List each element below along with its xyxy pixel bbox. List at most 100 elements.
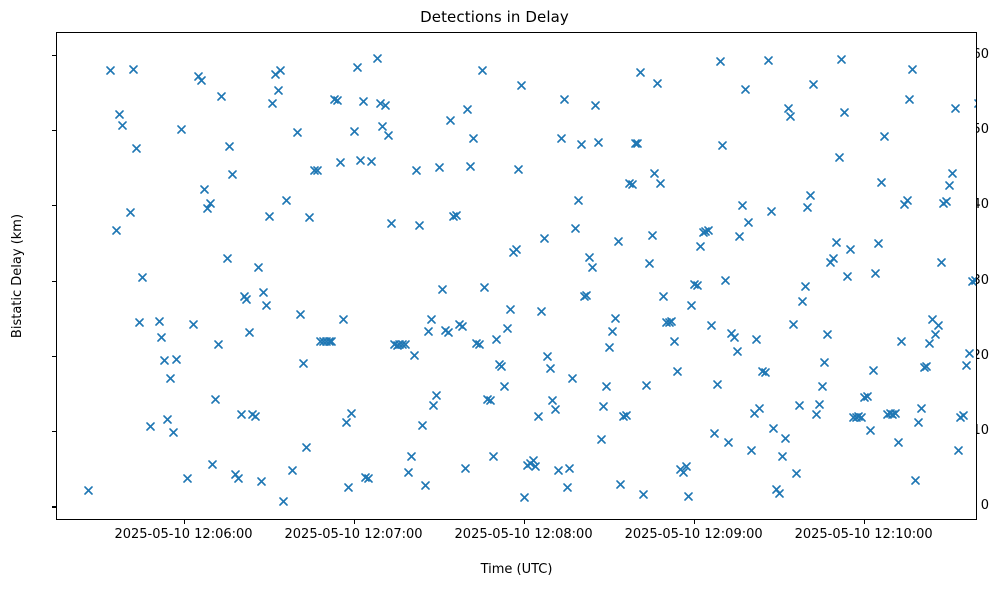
scatter-point <box>435 163 444 173</box>
scatter-point <box>653 79 663 88</box>
scatter-point <box>106 66 116 75</box>
scatter-point <box>440 326 450 335</box>
scatter-point <box>514 164 524 174</box>
scatter-point <box>789 320 799 329</box>
scatter-point <box>381 100 391 110</box>
scatter-point <box>157 332 167 342</box>
scatter-point <box>353 63 362 72</box>
scatter-point <box>262 301 272 310</box>
scatter-point <box>800 282 810 292</box>
scatter-point <box>472 338 481 348</box>
scatter-point <box>749 408 759 418</box>
scatter-point <box>715 57 725 66</box>
scatter-point <box>942 197 952 206</box>
scatter-point <box>741 85 750 94</box>
scatter-point <box>928 315 937 325</box>
scatter-point <box>245 328 254 338</box>
scatter-point <box>678 468 688 478</box>
scatter-point <box>115 110 124 119</box>
scatter-point <box>324 337 334 347</box>
scatter-point <box>616 479 626 489</box>
scatter-point <box>171 354 181 364</box>
scatter-point <box>205 198 215 208</box>
scatter-point <box>287 466 297 475</box>
scatter-point <box>330 94 340 104</box>
x-tick-mark <box>183 520 185 524</box>
chart-title: Detections in Delay <box>420 8 569 26</box>
x-tick-mark <box>863 520 865 524</box>
scatter-point <box>780 434 790 444</box>
scatter-point <box>610 314 620 323</box>
scatter-point <box>934 320 943 330</box>
y-tick-mark <box>52 54 56 56</box>
scatter-point <box>273 85 283 95</box>
scatter-point <box>398 339 408 349</box>
scatter-point <box>486 396 495 405</box>
scatter-point <box>823 330 833 340</box>
scatter-point <box>976 90 977 99</box>
scatter-point <box>270 70 280 79</box>
scatter-point <box>639 490 648 499</box>
scatter-point <box>310 165 320 175</box>
scatter-point <box>304 213 314 222</box>
scatter-point <box>661 317 671 327</box>
scatter-point <box>463 105 473 115</box>
y-tick-mark <box>52 280 56 282</box>
scatter-point <box>814 399 824 409</box>
scatter-point <box>593 138 603 148</box>
scatter-point <box>457 322 467 332</box>
scatter-point <box>707 321 716 331</box>
scatter-point <box>880 131 889 141</box>
scatter-point <box>265 212 274 222</box>
x-tick-label: 2025-05-10 12:06:00 <box>114 527 253 542</box>
scatter-point <box>883 409 892 419</box>
scatter-point <box>282 196 291 206</box>
scatter-point <box>392 341 402 350</box>
scatter-point <box>341 418 351 427</box>
scatter-point <box>868 366 878 375</box>
scatter-point <box>905 94 915 104</box>
scatter-point <box>228 170 237 179</box>
scatter-point <box>401 340 410 350</box>
scatter-point <box>693 280 702 290</box>
scatter-point <box>412 166 422 176</box>
scatter-point <box>540 234 549 243</box>
scatter-point <box>902 196 912 206</box>
scatter-point <box>347 408 357 418</box>
scatter-point <box>829 253 838 263</box>
scatter-point <box>795 400 804 410</box>
scatter-point <box>778 452 787 462</box>
scatter-point <box>177 125 186 134</box>
scatter-point <box>755 403 765 413</box>
scatter-point <box>415 221 425 231</box>
scatter-point <box>134 317 144 327</box>
scatter-point <box>894 438 903 447</box>
y-tick-mark <box>52 506 56 508</box>
scatter-point <box>619 412 629 421</box>
scatter-point <box>687 301 697 310</box>
scatter-point <box>200 185 209 194</box>
scatter-point <box>296 310 306 319</box>
scatter-point <box>922 362 932 371</box>
scatter-point <box>163 415 172 424</box>
scatter-point <box>817 381 827 391</box>
scatter-point <box>268 98 277 108</box>
scatter-point <box>786 112 796 121</box>
scatter-point <box>542 351 552 361</box>
scatter-point <box>738 201 748 210</box>
scatter-point <box>636 67 646 77</box>
scatter-point <box>166 374 175 383</box>
scatter-point <box>888 409 898 419</box>
scatter-point <box>860 393 869 402</box>
scatter-point <box>826 258 835 267</box>
scatter-point <box>429 401 439 411</box>
scatter-point <box>508 247 518 257</box>
scatter-point <box>537 307 546 316</box>
scatter-point <box>520 493 529 502</box>
scatter-point <box>948 168 957 178</box>
scatter-point <box>704 225 714 235</box>
scatter-point <box>690 280 699 289</box>
scatter-point <box>452 210 461 220</box>
scatter-points-layer <box>57 33 976 519</box>
